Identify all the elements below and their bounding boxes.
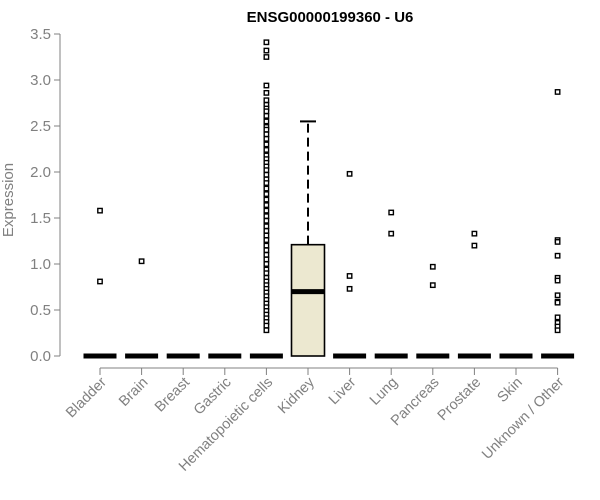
y-tick-label: 0.5: [30, 302, 51, 319]
outlier-point: [263, 217, 270, 224]
x-tick-label: Bladder: [63, 374, 110, 421]
x-tick-label: Kidney: [275, 374, 318, 417]
y-tick-label: 1.0: [30, 256, 51, 273]
outlier-point: [554, 327, 561, 334]
box-11: [541, 89, 575, 359]
outlier-point: [263, 147, 270, 153]
outlier-point: [263, 261, 270, 267]
outlier-point: [263, 202, 270, 209]
outlier-point: [263, 97, 270, 104]
outlier-point: [263, 131, 270, 138]
outlier-point: [263, 251, 270, 258]
y-tick-label: 1.5: [30, 210, 51, 227]
box-9: [457, 230, 491, 359]
outlier-point: [554, 89, 561, 95]
y-tick-label: 3.5: [30, 26, 51, 43]
outlier-point: [554, 239, 561, 245]
box-iqr: [290, 243, 326, 357]
outlier-point: [346, 170, 353, 177]
outlier-point: [263, 247, 270, 254]
chart-title: ENSG00000199360 - U6: [247, 9, 414, 26]
outlier-point: [263, 112, 270, 119]
x-tick-label: Skin: [495, 375, 526, 406]
outlier-point: [554, 292, 561, 299]
y-tick-label: 2.0: [30, 164, 51, 181]
outlier-point: [263, 327, 270, 334]
y-tick-label: 0.0: [30, 348, 51, 365]
x-tick-label: Breast: [152, 375, 193, 416]
outlier-point: [471, 242, 478, 249]
outlier-point: [263, 237, 270, 243]
outlier-point: [263, 135, 270, 142]
outlier-point: [97, 207, 103, 214]
outlier-point: [429, 282, 436, 289]
outlier-point: [263, 227, 270, 234]
outlier-point: [263, 89, 270, 96]
outlier-point: [263, 270, 270, 277]
y-axis-label: Expression: [0, 163, 17, 237]
outlier-point: [263, 191, 270, 197]
box-0: [83, 207, 117, 359]
outlier-point: [346, 285, 353, 292]
box-4: [249, 39, 283, 359]
outlier-point: [263, 213, 270, 220]
outlier-point: [263, 223, 270, 230]
outlier-point: [554, 299, 561, 306]
outlier-point: [263, 54, 270, 60]
outlier-point: [388, 209, 395, 216]
outlier-point: [263, 180, 270, 186]
outlier-point: [429, 263, 436, 270]
box-8: [416, 263, 450, 359]
outlier-point: [263, 232, 270, 239]
outlier-point: [263, 196, 270, 203]
outlier-point: [263, 82, 270, 89]
outlier-point: [263, 39, 270, 46]
outlier-point: [97, 278, 103, 285]
outlier-point: [263, 185, 270, 192]
outlier-point: [263, 126, 270, 133]
box-7: [374, 209, 408, 359]
x-tick-label: Prostate: [435, 375, 484, 424]
box-1: [125, 258, 159, 359]
outlier-point: [263, 322, 270, 329]
outlier-point: [346, 273, 353, 279]
outlier-point: [263, 242, 270, 249]
outlier-point: [263, 207, 270, 214]
outlier-point: [554, 277, 561, 284]
outlier-point: [263, 167, 270, 174]
outlier-point: [388, 230, 395, 237]
outlier-point: [263, 256, 270, 263]
outlier-point: [263, 108, 270, 115]
outlier-point: [263, 118, 270, 125]
plot-area: [83, 39, 575, 359]
x-tick-label: Brain: [116, 375, 151, 410]
box-6: [333, 170, 367, 359]
x-tick-label: Lung: [367, 375, 401, 409]
outlier-point: [263, 47, 270, 54]
outlier-point: [263, 171, 270, 178]
outlier-point: [138, 258, 145, 265]
y-tick-label: 2.5: [30, 118, 51, 135]
outlier-point: [471, 230, 478, 237]
x-tick-label: Liver: [326, 374, 360, 408]
outlier-point: [554, 252, 561, 259]
box-5: [290, 120, 326, 357]
outlier-point: [554, 314, 561, 321]
outlier-point: [263, 141, 270, 148]
y-tick-label: 3.0: [30, 72, 51, 89]
